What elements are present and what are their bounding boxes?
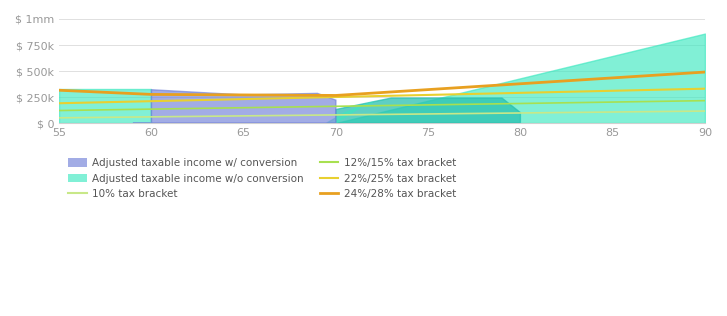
Legend: Adjusted taxable income w/ conversion, Adjusted taxable income w/o conversion, 1: Adjusted taxable income w/ conversion, A… bbox=[64, 154, 460, 203]
Polygon shape bbox=[326, 102, 373, 123]
Polygon shape bbox=[336, 98, 521, 123]
Polygon shape bbox=[133, 90, 336, 123]
